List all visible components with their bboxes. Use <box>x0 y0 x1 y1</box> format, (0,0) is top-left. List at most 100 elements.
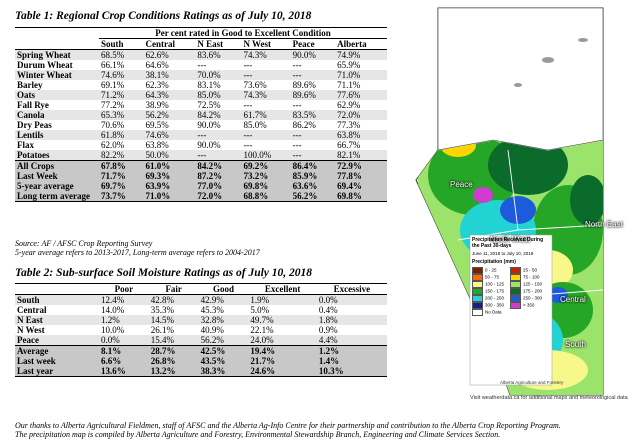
table1-cell: 90.0% <box>197 140 221 150</box>
table1-summary-cell: 85.9% <box>290 171 336 181</box>
legend-swatch <box>472 267 483 274</box>
table2-row-label: Central <box>17 305 47 315</box>
table2-cell: 1.8% <box>316 315 387 325</box>
table1-summary-cell: 69.7% <box>99 181 144 191</box>
table1-col-header: Peace <box>290 38 336 50</box>
table1-cell: 66.1% <box>101 60 125 70</box>
table2-cell: 40.9% <box>200 325 224 335</box>
table1-note: 5-year average refers to 2013-2017, Long… <box>15 248 260 257</box>
legend-swatch <box>510 302 521 309</box>
table2-cell: 49.7% <box>248 315 317 325</box>
table1-cell: 77.2% <box>101 100 125 110</box>
table1-cell: 72.5% <box>197 100 221 110</box>
table1-summary-cell: 71.0% <box>143 191 196 202</box>
table1-cell: 74.9% <box>335 49 387 60</box>
table2-row: Central 14.0% 35.3% 45.3% 5.0% 0.4% <box>15 305 387 315</box>
table2-summary-cell: 24.6% <box>248 366 317 377</box>
table1-summary-label: Last Week <box>15 171 99 181</box>
table2-summary-cell: 26.8% <box>148 356 199 366</box>
table1-row: Potatoes 82.2% 50.0% --- 100.0% --- 82.1% <box>15 150 387 161</box>
table2-summary-cell: 43.5% <box>198 356 249 366</box>
legend-item: 50 - 75 <box>472 274 510 281</box>
table2-column-header-row: Poor Fair Good Excellent Excessive <box>15 283 387 295</box>
table1-cell: --- <box>243 60 253 70</box>
precipitation-map <box>398 0 638 410</box>
legend-swatch <box>472 302 483 309</box>
table1-cell: 69.1% <box>101 80 125 90</box>
table2-summary-label: Average <box>15 345 99 356</box>
table1-cell: 71.1% <box>337 80 361 90</box>
northern-lakes <box>514 38 588 87</box>
table1-cell: 89.6% <box>292 80 316 90</box>
table2-cell: 56.2% <box>198 335 249 346</box>
table1-summary-cell: 72.9% <box>335 160 387 171</box>
table1-row-label: Durum Wheat <box>17 60 73 70</box>
table1-cell: 74.6% <box>99 70 144 80</box>
table1-row: Dry Peas 70.6% 69.5% 90.0% 85.0% 86.2% 77.3% <box>15 120 387 130</box>
table2-row-label: Peace <box>15 335 99 346</box>
table2-summary-cell: 21.7% <box>248 356 317 366</box>
table1-cell: 62.3% <box>145 80 169 90</box>
table2-summary-cell: 1.2% <box>316 345 387 356</box>
table1-cell: --- <box>292 60 302 70</box>
table1-title: Table 1: Regional Crop Conditions Rating… <box>15 10 312 22</box>
legend-item: 150 - 175 <box>472 288 510 295</box>
legend-item: 75 - 100 <box>510 274 548 281</box>
table2-cell: 35.3% <box>150 305 175 315</box>
table1-summary-cell: 71.7% <box>99 171 144 181</box>
footer-line-1: Our thanks to Alberta Agricultural Field… <box>15 421 561 430</box>
table1-cell: --- <box>290 130 336 140</box>
table1-row-label: Potatoes <box>15 150 99 161</box>
table2-cell: 10.0% <box>101 325 125 335</box>
table1-row: Flax 62.0% 63.8% 90.0% --- --- 66.7% <box>15 140 387 150</box>
table1-summary-row: 5-year average 69.7% 63.9% 77.0% 69.8% 63.6% 6… <box>15 181 387 191</box>
legend-swatch <box>472 274 483 281</box>
table1-cell: 62.0% <box>101 140 125 150</box>
legend-label: 300 - 350 <box>485 302 505 308</box>
table1-summary-cell: 68.8% <box>241 191 291 202</box>
table1-cell: 82.2% <box>99 150 144 161</box>
table1-summary-cell: 72.0% <box>195 191 242 202</box>
table2-row: N West 10.0% 26.1% 40.9% 22.1% 0.9% <box>15 325 387 335</box>
table1-summary-cell: 84.2% <box>195 160 242 171</box>
table1-span-header: Per cent rated in Good to Excellent Cond… <box>99 27 387 39</box>
legend-item: 25 - 50 <box>510 267 548 274</box>
table1-cell: 64.6% <box>145 60 169 70</box>
legend-swatch <box>510 267 521 274</box>
table1-cell: 38.9% <box>145 100 169 110</box>
table2-cell: 32.8% <box>198 315 249 325</box>
legend-label: 250 - 300 <box>523 295 543 301</box>
table1-row: Durum Wheat 66.1% 64.6% --- --- --- 65.9% <box>15 60 387 70</box>
table2-col-header: Excellent <box>248 283 317 295</box>
table2-row: South 12.4% 42.8% 42.9% 1.9% 0.0% <box>15 294 387 305</box>
table2-cell: 45.3% <box>200 305 224 315</box>
legend-label: No Data <box>485 309 502 315</box>
table2-cell: 22.1% <box>250 325 274 335</box>
table2-row: Peace 0.0% 15.4% 56.2% 24.0% 4.4% <box>15 335 387 346</box>
table1-row-label: Oats <box>15 90 99 100</box>
footer-line-2: The precipitation map is compiled by Alb… <box>15 430 501 439</box>
table1-cell: 83.1% <box>197 80 221 90</box>
legend-item: 200 - 250 <box>472 295 510 302</box>
table1-summary-row: All Crops 67.8% 61.0% 84.2% 69.2% 86.4% 72.9% <box>15 160 387 171</box>
legend-swatch <box>510 295 521 302</box>
legend-item: 100 - 125 <box>472 281 510 288</box>
map-label-peace: Peace <box>450 180 473 189</box>
table1-row: Barley 69.1% 62.3% 83.1% 73.6% 89.6% 71.1% <box>15 80 387 90</box>
table1-cell: 63.8% <box>335 130 387 140</box>
table1-col-header: N East <box>195 38 242 50</box>
table2-summary-row: Last week 6.6% 26.8% 43.5% 21.7% 1.4% <box>15 356 387 366</box>
table2-row-label: N East <box>15 315 99 325</box>
table1-cell: 72.0% <box>335 110 387 120</box>
table1-cell: --- <box>197 60 207 70</box>
table1-cell: 85.0% <box>195 90 242 100</box>
table2-summary-cell: 8.1% <box>99 345 149 356</box>
legend-label: 125 - 150 <box>523 281 543 287</box>
table1-cell: 84.2% <box>195 110 242 120</box>
legend-item: 175 - 200 <box>510 288 548 295</box>
table1-cell: 90.0% <box>290 49 336 60</box>
table1-summary-cell: 69.3% <box>143 171 196 181</box>
table1-row-label: Winter Wheat <box>15 70 99 80</box>
legend-label: 75 - 100 <box>523 274 540 280</box>
map-label-north-east: North East <box>585 220 623 229</box>
